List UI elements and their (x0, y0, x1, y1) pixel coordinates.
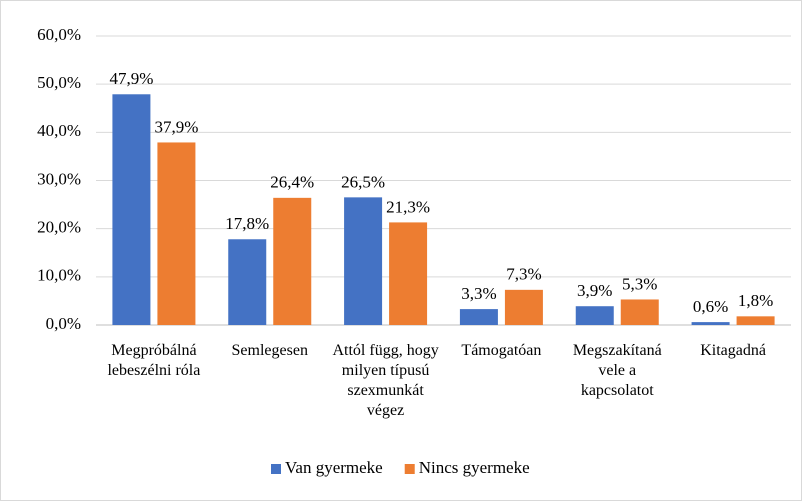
data-label: 37,9% (154, 117, 198, 136)
legend-swatch (404, 464, 415, 474)
legend-swatch (271, 464, 281, 474)
data-label: 3,9% (577, 281, 612, 300)
y-tick-label: 0,0% (46, 314, 81, 333)
x-tick-label: Megpróbálná lebeszélni róla (107, 342, 201, 379)
x-tick-label: Kitagadná (700, 342, 766, 359)
data-label: 47,9% (109, 69, 153, 88)
data-label: 5,3% (622, 274, 657, 293)
bar (157, 142, 196, 325)
bar (228, 239, 267, 325)
y-tick-label: 60,0% (37, 25, 81, 44)
y-tick-label: 40,0% (37, 121, 81, 140)
data-label: 7,3% (506, 265, 541, 284)
y-tick-label: 30,0% (37, 169, 81, 188)
data-label: 0,6% (693, 297, 728, 316)
y-tick-label: 20,0% (37, 218, 81, 237)
x-tick-label: Támogatóan (461, 342, 542, 359)
x-tick-label: Megszakítaná vele a kapcsolatot (572, 342, 662, 399)
data-label: 17,8% (225, 214, 269, 233)
bar (344, 197, 383, 325)
y-tick-label: 50,0% (37, 73, 81, 92)
bar (736, 316, 775, 325)
bar (459, 309, 498, 325)
bar (112, 94, 151, 325)
bar (575, 306, 614, 325)
bar (691, 322, 730, 325)
x-tick-label: Semlegesen (231, 342, 308, 359)
data-label: 26,4% (270, 173, 314, 192)
bar (273, 197, 312, 325)
y-tick-label: 10,0% (37, 266, 81, 285)
data-label: 1,8% (738, 291, 773, 310)
data-label: 21,3% (386, 197, 430, 216)
bar (620, 299, 659, 325)
bar (504, 289, 543, 325)
data-label: 3,3% (461, 284, 496, 303)
legend-label: Van gyermeke (285, 458, 383, 477)
x-tick-label: Attól függ, hogy milyen típusú szexmunká… (332, 342, 439, 419)
bar (389, 222, 428, 325)
data-label: 26,5% (341, 172, 385, 191)
legend-label: Nincs gyermeke (419, 458, 530, 477)
